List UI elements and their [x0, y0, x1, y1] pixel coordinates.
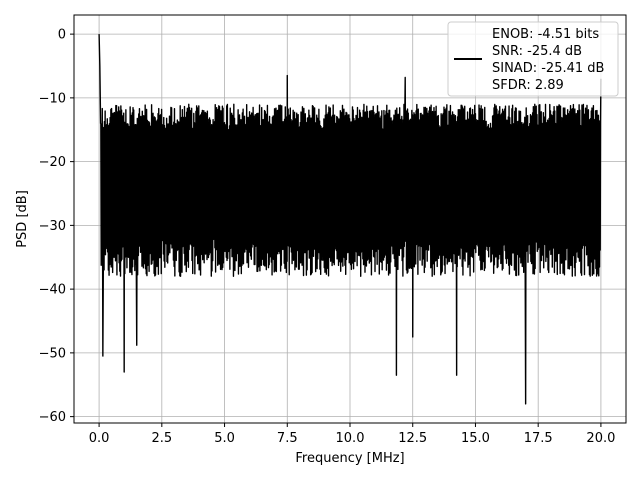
x-axis-label: Frequency [MHz] [295, 451, 404, 466]
legend-entry-sfdr: SFDR: 2.89 [492, 78, 564, 93]
legend-entry-enob: ENOB: -4.51 bits [492, 27, 599, 42]
x-axis: 0.0 2.5 5.0 7.5 10.0 12.5 15.0 17.5 20.0 [89, 423, 615, 446]
y-tick-label: −40 [39, 283, 66, 298]
y-tick-label: −10 [39, 91, 66, 106]
y-tick-label: −50 [39, 346, 66, 361]
x-tick-label: 5.0 [214, 431, 235, 446]
x-tick-label: 0.0 [89, 431, 110, 446]
y-tick-label: −30 [39, 219, 66, 234]
x-tick-label: 10.0 [336, 431, 365, 446]
y-tick-label: 0 [58, 28, 66, 43]
legend-entry-sinad: SINAD: -25.41 dB [492, 61, 604, 76]
x-tick-label: 15.0 [461, 431, 490, 446]
x-tick-label: 7.5 [277, 431, 298, 446]
legend-entry-snr: SNR: -25.4 dB [492, 44, 582, 59]
y-axis: 0 −10 −20 −30 −40 −50 −60 [39, 28, 74, 425]
x-tick-label: 20.0 [586, 431, 615, 446]
psd-series-line [98, 34, 602, 405]
legend: ENOB: -4.51 bits SNR: -25.4 dB SINAD: -2… [447, 21, 619, 97]
legend-box [447, 21, 619, 97]
x-tick-label: 12.5 [398, 431, 427, 446]
series-layer [98, 34, 602, 405]
x-tick-label: 17.5 [524, 431, 553, 446]
x-tick-label: 2.5 [151, 431, 172, 446]
y-tick-label: −60 [39, 410, 66, 425]
y-tick-label: −20 [39, 155, 66, 170]
y-axis-label: PSD [dB] [15, 190, 30, 248]
